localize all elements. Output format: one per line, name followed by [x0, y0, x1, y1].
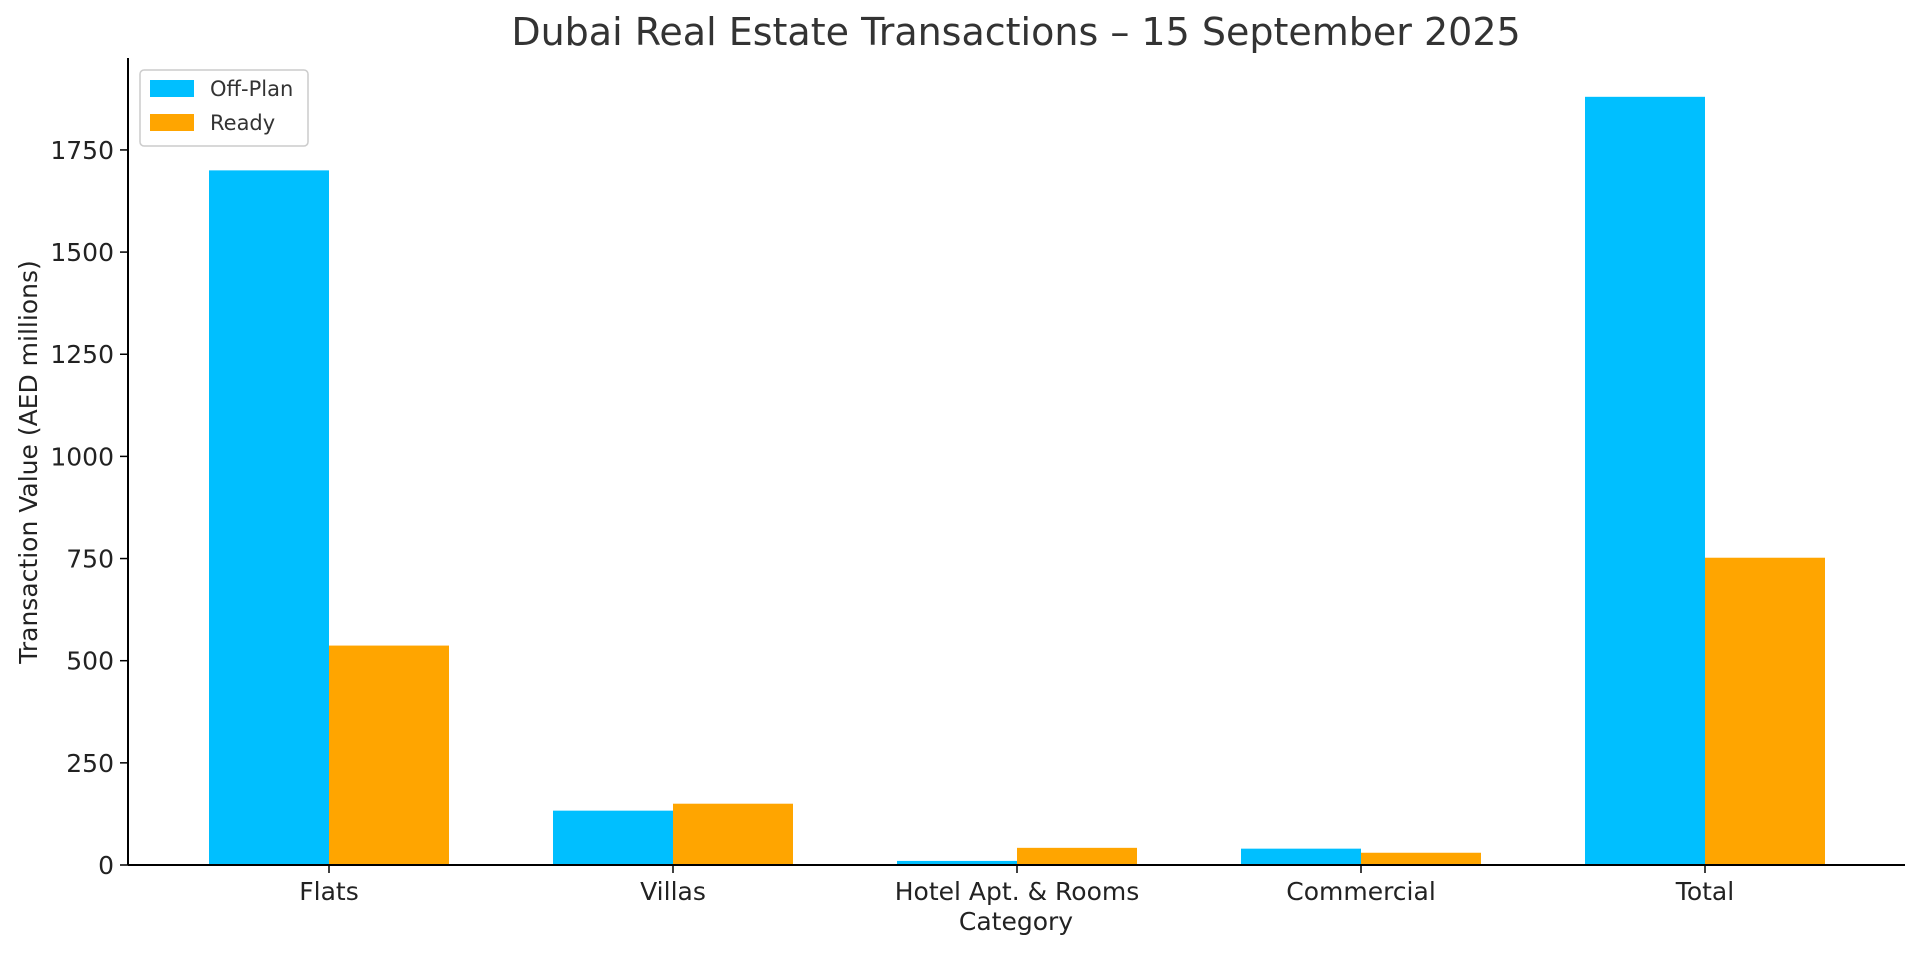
bar-ready-villas [673, 803, 793, 865]
x-axis-label: Category [959, 907, 1073, 936]
legend-label-off-plan: Off-Plan [210, 77, 293, 101]
legend-label-ready: Ready [210, 111, 275, 135]
bar-off-plan-villas [553, 810, 673, 865]
bar-off-plan-flats [209, 170, 329, 866]
bar-ready-commercial [1361, 852, 1481, 865]
y-tick-label: 1000 [50, 442, 114, 471]
x-tick-label: Total [1675, 877, 1734, 906]
y-tick-label: 750 [66, 545, 114, 574]
x-tick-label: Villas [640, 877, 706, 906]
legend: Off-Plan Ready [139, 69, 309, 147]
bar-off-plan-total [1585, 96, 1705, 865]
chart-title: Dubai Real Estate Transactions – 15 Sept… [511, 10, 1520, 54]
bar-ready-total [1705, 557, 1825, 865]
y-tick-label: 1250 [50, 340, 114, 369]
y-tick-label: 250 [66, 749, 114, 778]
y-tick-label: 1750 [50, 136, 114, 165]
bar-ready-hotel-apt-rooms [1017, 847, 1137, 865]
bar-off-plan-hotel-apt-rooms [897, 860, 1017, 865]
y-tick-label: 500 [66, 647, 114, 676]
bar-off-plan-commercial [1241, 848, 1361, 865]
legend-swatch-off-plan [150, 80, 194, 97]
bar-ready-flats [329, 645, 449, 865]
y-axis-label: Transaction Value (AED millions) [14, 260, 43, 664]
y-tick-label: 1500 [50, 238, 114, 267]
legend-swatch-ready [150, 114, 194, 131]
x-tick-label: Commercial [1286, 877, 1436, 906]
bars-layer [209, 96, 1825, 866]
x-tick-label: Flats [299, 877, 358, 906]
x-tick-label: Hotel Apt. & Rooms [895, 877, 1140, 906]
y-tick-label: 0 [98, 851, 114, 880]
ticks-layer: 0 250 500 750 1000 1250 1500 1750 Flats Villas Hot… [50, 136, 1734, 906]
